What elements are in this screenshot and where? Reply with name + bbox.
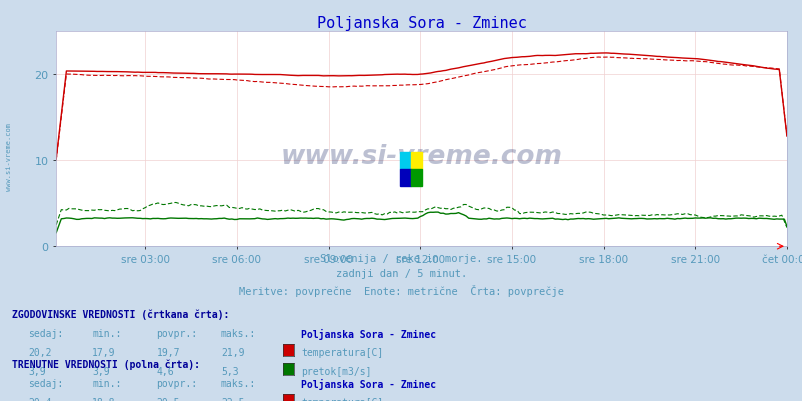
Bar <box>399 152 410 169</box>
Text: temperatura[C]: temperatura[C] <box>301 347 383 357</box>
Text: sedaj:: sedaj: <box>28 378 63 388</box>
Text: 3,9: 3,9 <box>28 367 46 377</box>
Bar <box>410 152 421 169</box>
Text: min.:: min.: <box>92 378 122 388</box>
Text: ZGODOVINSKE VREDNOSTI (črtkana črta):: ZGODOVINSKE VREDNOSTI (črtkana črta): <box>12 309 229 319</box>
Title: Poljanska Sora - Zminec: Poljanska Sora - Zminec <box>316 16 526 31</box>
Text: TRENUTNE VREDNOSTI (polna črta):: TRENUTNE VREDNOSTI (polna črta): <box>12 359 200 369</box>
Text: povpr.:: povpr.: <box>156 378 197 388</box>
Text: 5,3: 5,3 <box>221 367 238 377</box>
Text: Slovenija / reke in morje.: Slovenija / reke in morje. <box>320 253 482 263</box>
Text: 19,7: 19,7 <box>156 347 180 357</box>
Text: maks.:: maks.: <box>221 328 256 338</box>
Text: zadnji dan / 5 minut.: zadnji dan / 5 minut. <box>335 269 467 279</box>
Text: maks.:: maks.: <box>221 378 256 388</box>
Text: Poljanska Sora - Zminec: Poljanska Sora - Zminec <box>301 378 435 389</box>
Text: 21,9: 21,9 <box>221 347 244 357</box>
Text: min.:: min.: <box>92 328 122 338</box>
Text: 22,5: 22,5 <box>221 397 244 401</box>
Text: Poljanska Sora - Zminec: Poljanska Sora - Zminec <box>301 328 435 339</box>
Bar <box>410 169 421 186</box>
Text: sedaj:: sedaj: <box>28 328 63 338</box>
Text: 20,2: 20,2 <box>28 347 51 357</box>
Bar <box>399 169 410 186</box>
Text: 3,9: 3,9 <box>92 367 110 377</box>
Text: 17,9: 17,9 <box>92 347 115 357</box>
Text: 20,5: 20,5 <box>156 397 180 401</box>
Text: www.si-vreme.com: www.si-vreme.com <box>280 144 562 170</box>
Text: Meritve: povprečne  Enote: metrične  Črta: povprečje: Meritve: povprečne Enote: metrične Črta:… <box>239 284 563 296</box>
Text: povpr.:: povpr.: <box>156 328 197 338</box>
Text: 4,6: 4,6 <box>156 367 174 377</box>
Text: 18,8: 18,8 <box>92 397 115 401</box>
Text: 20,4: 20,4 <box>28 397 51 401</box>
Text: www.si-vreme.com: www.si-vreme.com <box>6 122 11 190</box>
Text: pretok[m3/s]: pretok[m3/s] <box>301 367 371 377</box>
Text: temperatura[C]: temperatura[C] <box>301 397 383 401</box>
